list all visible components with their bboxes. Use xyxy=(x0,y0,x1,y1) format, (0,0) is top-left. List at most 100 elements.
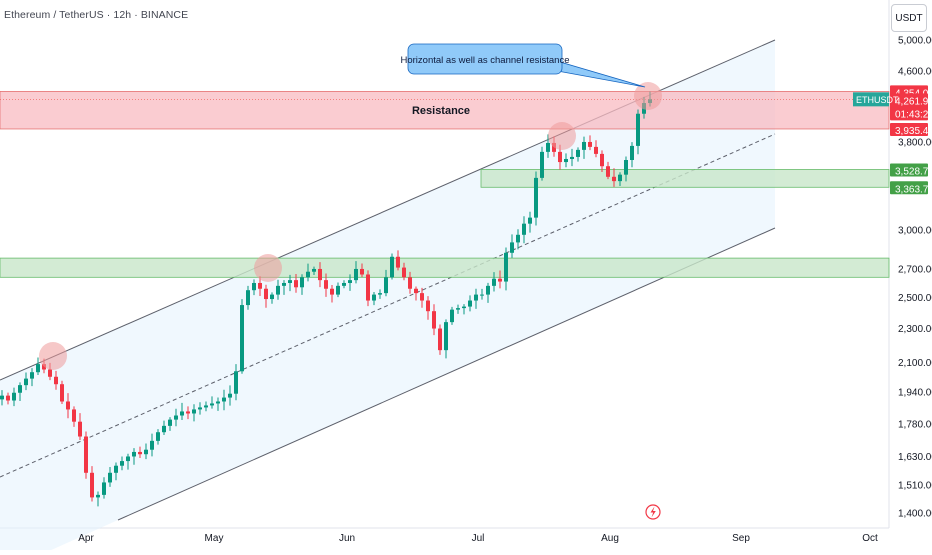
candle-body xyxy=(504,252,508,282)
candle-body xyxy=(6,395,10,401)
channel-fill xyxy=(0,40,775,555)
candle-body xyxy=(468,300,472,307)
candle-body xyxy=(522,223,526,235)
last-price-tag-text: 4,261.91 xyxy=(895,96,932,107)
lightning-icon[interactable] xyxy=(645,504,661,520)
candle-body xyxy=(402,267,406,278)
candle-body xyxy=(516,234,520,243)
candle-body xyxy=(408,277,412,289)
candle-body xyxy=(510,242,514,253)
candle-body xyxy=(18,385,22,393)
candle-body xyxy=(612,176,616,182)
candle-body xyxy=(180,411,184,416)
candle-body xyxy=(534,177,538,218)
candle-body xyxy=(294,280,298,288)
y-axis-tick-label: 3,800.00 xyxy=(898,137,932,148)
candle-body xyxy=(624,160,628,175)
support-bottom-price-tag: 3,363.75 xyxy=(890,181,932,195)
candle-body xyxy=(558,151,562,163)
candle-body xyxy=(174,415,178,420)
candle-body xyxy=(24,378,28,386)
candle-body xyxy=(348,280,352,283)
candle-body xyxy=(36,364,40,373)
candle-body xyxy=(396,256,400,268)
touch-highlight-circle xyxy=(634,82,662,110)
symbol-title: Ethereum / TetherUS · 12h · BINANCE xyxy=(4,9,189,21)
touch-highlight-circle xyxy=(254,254,282,282)
candle-body xyxy=(210,403,214,406)
candle-body xyxy=(186,411,190,414)
candle-body xyxy=(480,294,484,296)
resistance-bottom-price-tag-bg xyxy=(890,122,928,136)
x-axis-tick-label: Aug xyxy=(601,533,619,544)
last-price-tag-bg xyxy=(890,93,928,121)
y-axis-tick-label: 3,000.00 xyxy=(898,225,932,236)
y-axis-tick-label: 1,780.00 xyxy=(898,419,932,430)
x-axis-tick-label: Apr xyxy=(78,533,94,544)
candle-body xyxy=(84,436,88,473)
candle-body xyxy=(192,409,196,414)
last-price-tag-text: 01:43:25 xyxy=(895,109,932,120)
y-axis-tick-label: 1,400.00 xyxy=(898,509,932,520)
resistance-zone[interactable] xyxy=(0,90,890,130)
candle-body xyxy=(324,280,328,289)
candle-body xyxy=(144,449,148,455)
candle-body xyxy=(330,288,334,295)
candle-body xyxy=(462,306,466,309)
candle-body xyxy=(240,305,244,372)
resistance-bottom-price-tag: 3,935.43 xyxy=(890,122,932,137)
callout-box xyxy=(407,43,563,75)
candle-body xyxy=(48,369,52,377)
candle-body xyxy=(216,401,220,404)
candle-body xyxy=(30,372,34,379)
y-axis-tick-label: 5,000.00 xyxy=(898,36,932,47)
candle-body xyxy=(372,294,376,301)
support-top-price-tag: 3,528.75 xyxy=(890,163,932,177)
candle-body xyxy=(228,393,232,398)
candle-body xyxy=(264,288,268,300)
candle-body xyxy=(570,156,574,159)
candle-body xyxy=(438,328,442,351)
candle-body xyxy=(486,285,490,295)
candle-body xyxy=(234,371,238,394)
ticker-tag-text: ETHUSDT xyxy=(856,95,899,105)
candle-body xyxy=(582,141,586,150)
y-axis-tick-label: 1,630.00 xyxy=(898,452,932,463)
channel-median-line[interactable] xyxy=(0,133,776,478)
candle-body xyxy=(288,280,292,283)
x-axis-tick-label: Jul xyxy=(472,533,485,544)
candle-body xyxy=(456,308,460,310)
candle-body xyxy=(282,282,286,286)
callout-text: Horizontal as well as channel resistance xyxy=(401,55,570,66)
candle-body xyxy=(60,384,64,402)
last-price-tag: 4,261.91 01:43:25 xyxy=(890,93,932,121)
support-zone-upper[interactable] xyxy=(480,169,890,188)
support-bottom-price-tag-bg xyxy=(890,181,928,195)
candle-body xyxy=(252,282,256,291)
candle-body xyxy=(378,293,382,295)
y-axis-tick-label: 2,300.00 xyxy=(898,324,932,335)
support-bottom-price-tag-text: 3,363.75 xyxy=(895,184,932,195)
candle-body xyxy=(150,440,154,450)
candle-body xyxy=(120,461,124,466)
candle-body xyxy=(618,174,622,182)
candle-body xyxy=(450,309,454,323)
candle-body xyxy=(540,151,544,178)
candle-body xyxy=(420,293,424,301)
candle-body xyxy=(156,432,160,441)
candle-body xyxy=(306,271,310,278)
candle-body xyxy=(78,421,82,437)
candle-body xyxy=(444,322,448,351)
x-axis-tick-label: Oct xyxy=(862,533,878,544)
candle-body xyxy=(354,268,358,281)
candle-body xyxy=(222,397,226,402)
annotation-callout[interactable]: Horizontal as well as channel resistance xyxy=(401,43,646,88)
candle-body xyxy=(246,290,250,306)
support-zone-lower[interactable] xyxy=(0,257,890,278)
y-axis-tick-label: 2,100.00 xyxy=(898,358,932,369)
candle-body xyxy=(138,451,142,455)
resistance-zone-label: Resistance xyxy=(412,105,470,117)
currency-button[interactable]: USDT xyxy=(891,4,927,32)
